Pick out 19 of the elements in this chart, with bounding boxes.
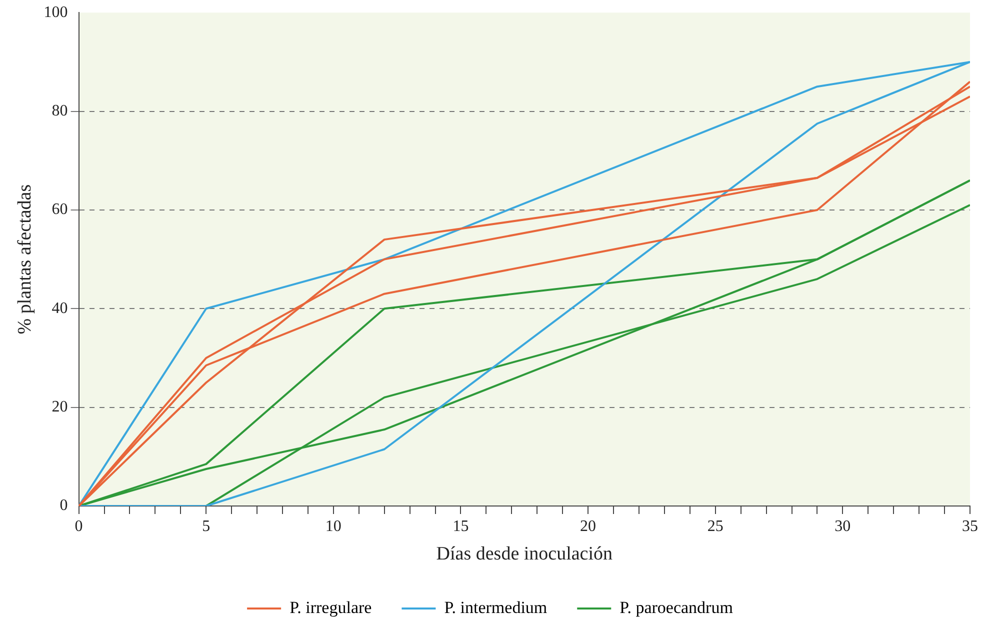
x-tick-label: 25: [707, 518, 724, 535]
y-tick-label: 40: [52, 300, 68, 317]
y-axis-title: % plantas afectadas: [14, 184, 36, 334]
y-tick-label: 100: [44, 4, 68, 21]
x-tick-label: 0: [74, 518, 83, 535]
y-tick-label: 20: [52, 398, 68, 416]
x-tick-label: 20: [580, 518, 596, 535]
x-axis-title: Días desde inoculación: [436, 544, 614, 565]
y-tick-label: 0: [60, 497, 68, 514]
x-tick-label: 30: [834, 518, 851, 535]
x-tick-label: 15: [452, 518, 469, 535]
legend-label: P. paroecandrum: [620, 598, 733, 617]
y-tick-label: 60: [52, 201, 68, 218]
legend-label: P. irregulare: [290, 598, 372, 617]
y-tick-label: 80: [52, 102, 68, 120]
x-tick-label: 10: [325, 518, 342, 535]
legend-label: P. intermedium: [444, 598, 548, 617]
x-tick-label: 35: [962, 518, 978, 535]
x-tick-label: 5: [202, 518, 210, 535]
